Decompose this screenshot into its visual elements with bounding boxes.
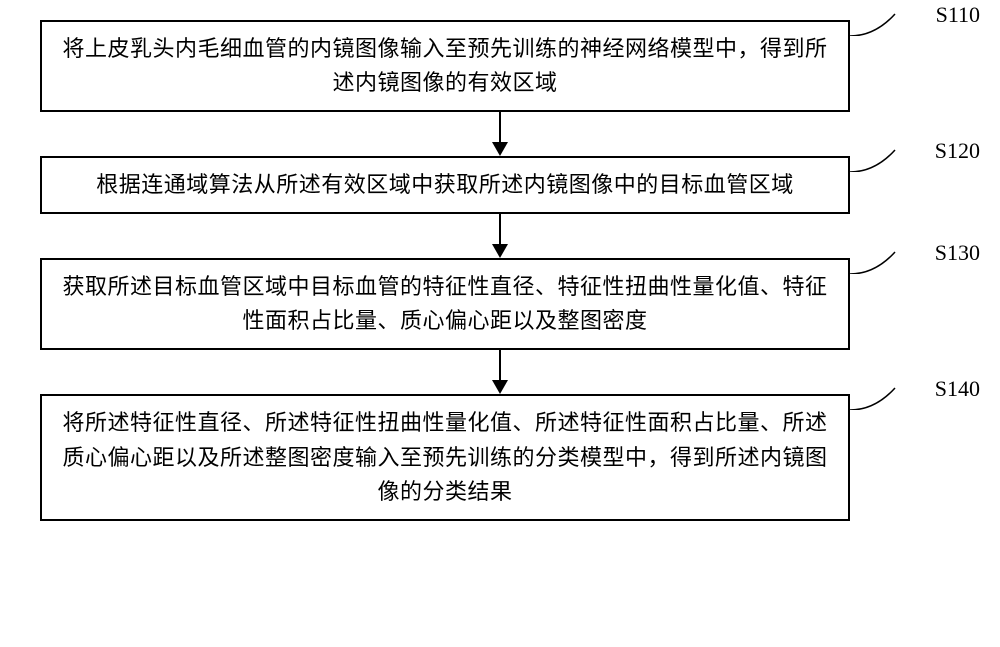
- callout-line-icon: [850, 142, 920, 172]
- arrow-down-icon: [485, 214, 515, 258]
- arrow-1: [95, 112, 905, 156]
- callout-line-icon: [850, 244, 920, 274]
- arrow-2: [95, 214, 905, 258]
- arrow-3: [95, 350, 905, 394]
- arrow-down-icon: [485, 350, 515, 394]
- step-callout-s110: S110: [850, 6, 980, 36]
- step-text-s140: 将所述特征性直径、所述特征性扭曲性量化值、所述特征性面积占比量、所述质心偏心距以…: [58, 406, 832, 508]
- step-row-s110: 将上皮乳头内毛细血管的内镜图像输入至预先训练的神经网络模型中，得到所述内镜图像的…: [40, 20, 960, 112]
- flowchart-container: 将上皮乳头内毛细血管的内镜图像输入至预先训练的神经网络模型中，得到所述内镜图像的…: [40, 20, 960, 521]
- arrow-down-icon: [485, 112, 515, 156]
- step-label-s130: S130: [935, 240, 980, 266]
- step-label-s120: S120: [935, 138, 980, 164]
- step-callout-s120: S120: [850, 142, 980, 172]
- callout-line-icon: [850, 380, 920, 410]
- step-text-s130: 获取所述目标血管区域中目标血管的特征性直径、特征性扭曲性量化值、特征性面积占比量…: [58, 270, 832, 338]
- step-text-s110: 将上皮乳头内毛细血管的内镜图像输入至预先训练的神经网络模型中，得到所述内镜图像的…: [58, 32, 832, 100]
- callout-line-icon: [850, 6, 920, 36]
- step-box-s120: 根据连通域算法从所述有效区域中获取所述内镜图像中的目标血管区域: [40, 156, 850, 214]
- step-row-s120: 根据连通域算法从所述有效区域中获取所述内镜图像中的目标血管区域 S120: [40, 156, 960, 214]
- step-box-s110: 将上皮乳头内毛细血管的内镜图像输入至预先训练的神经网络模型中，得到所述内镜图像的…: [40, 20, 850, 112]
- step-label-s110: S110: [936, 2, 980, 28]
- step-callout-s140: S140: [850, 380, 980, 410]
- step-row-s140: 将所述特征性直径、所述特征性扭曲性量化值、所述特征性面积占比量、所述质心偏心距以…: [40, 394, 960, 520]
- step-box-s140: 将所述特征性直径、所述特征性扭曲性量化值、所述特征性面积占比量、所述质心偏心距以…: [40, 394, 850, 520]
- step-box-s130: 获取所述目标血管区域中目标血管的特征性直径、特征性扭曲性量化值、特征性面积占比量…: [40, 258, 850, 350]
- step-callout-s130: S130: [850, 244, 980, 274]
- step-row-s130: 获取所述目标血管区域中目标血管的特征性直径、特征性扭曲性量化值、特征性面积占比量…: [40, 258, 960, 350]
- step-text-s120: 根据连通域算法从所述有效区域中获取所述内镜图像中的目标血管区域: [96, 168, 794, 202]
- step-label-s140: S140: [935, 376, 980, 402]
